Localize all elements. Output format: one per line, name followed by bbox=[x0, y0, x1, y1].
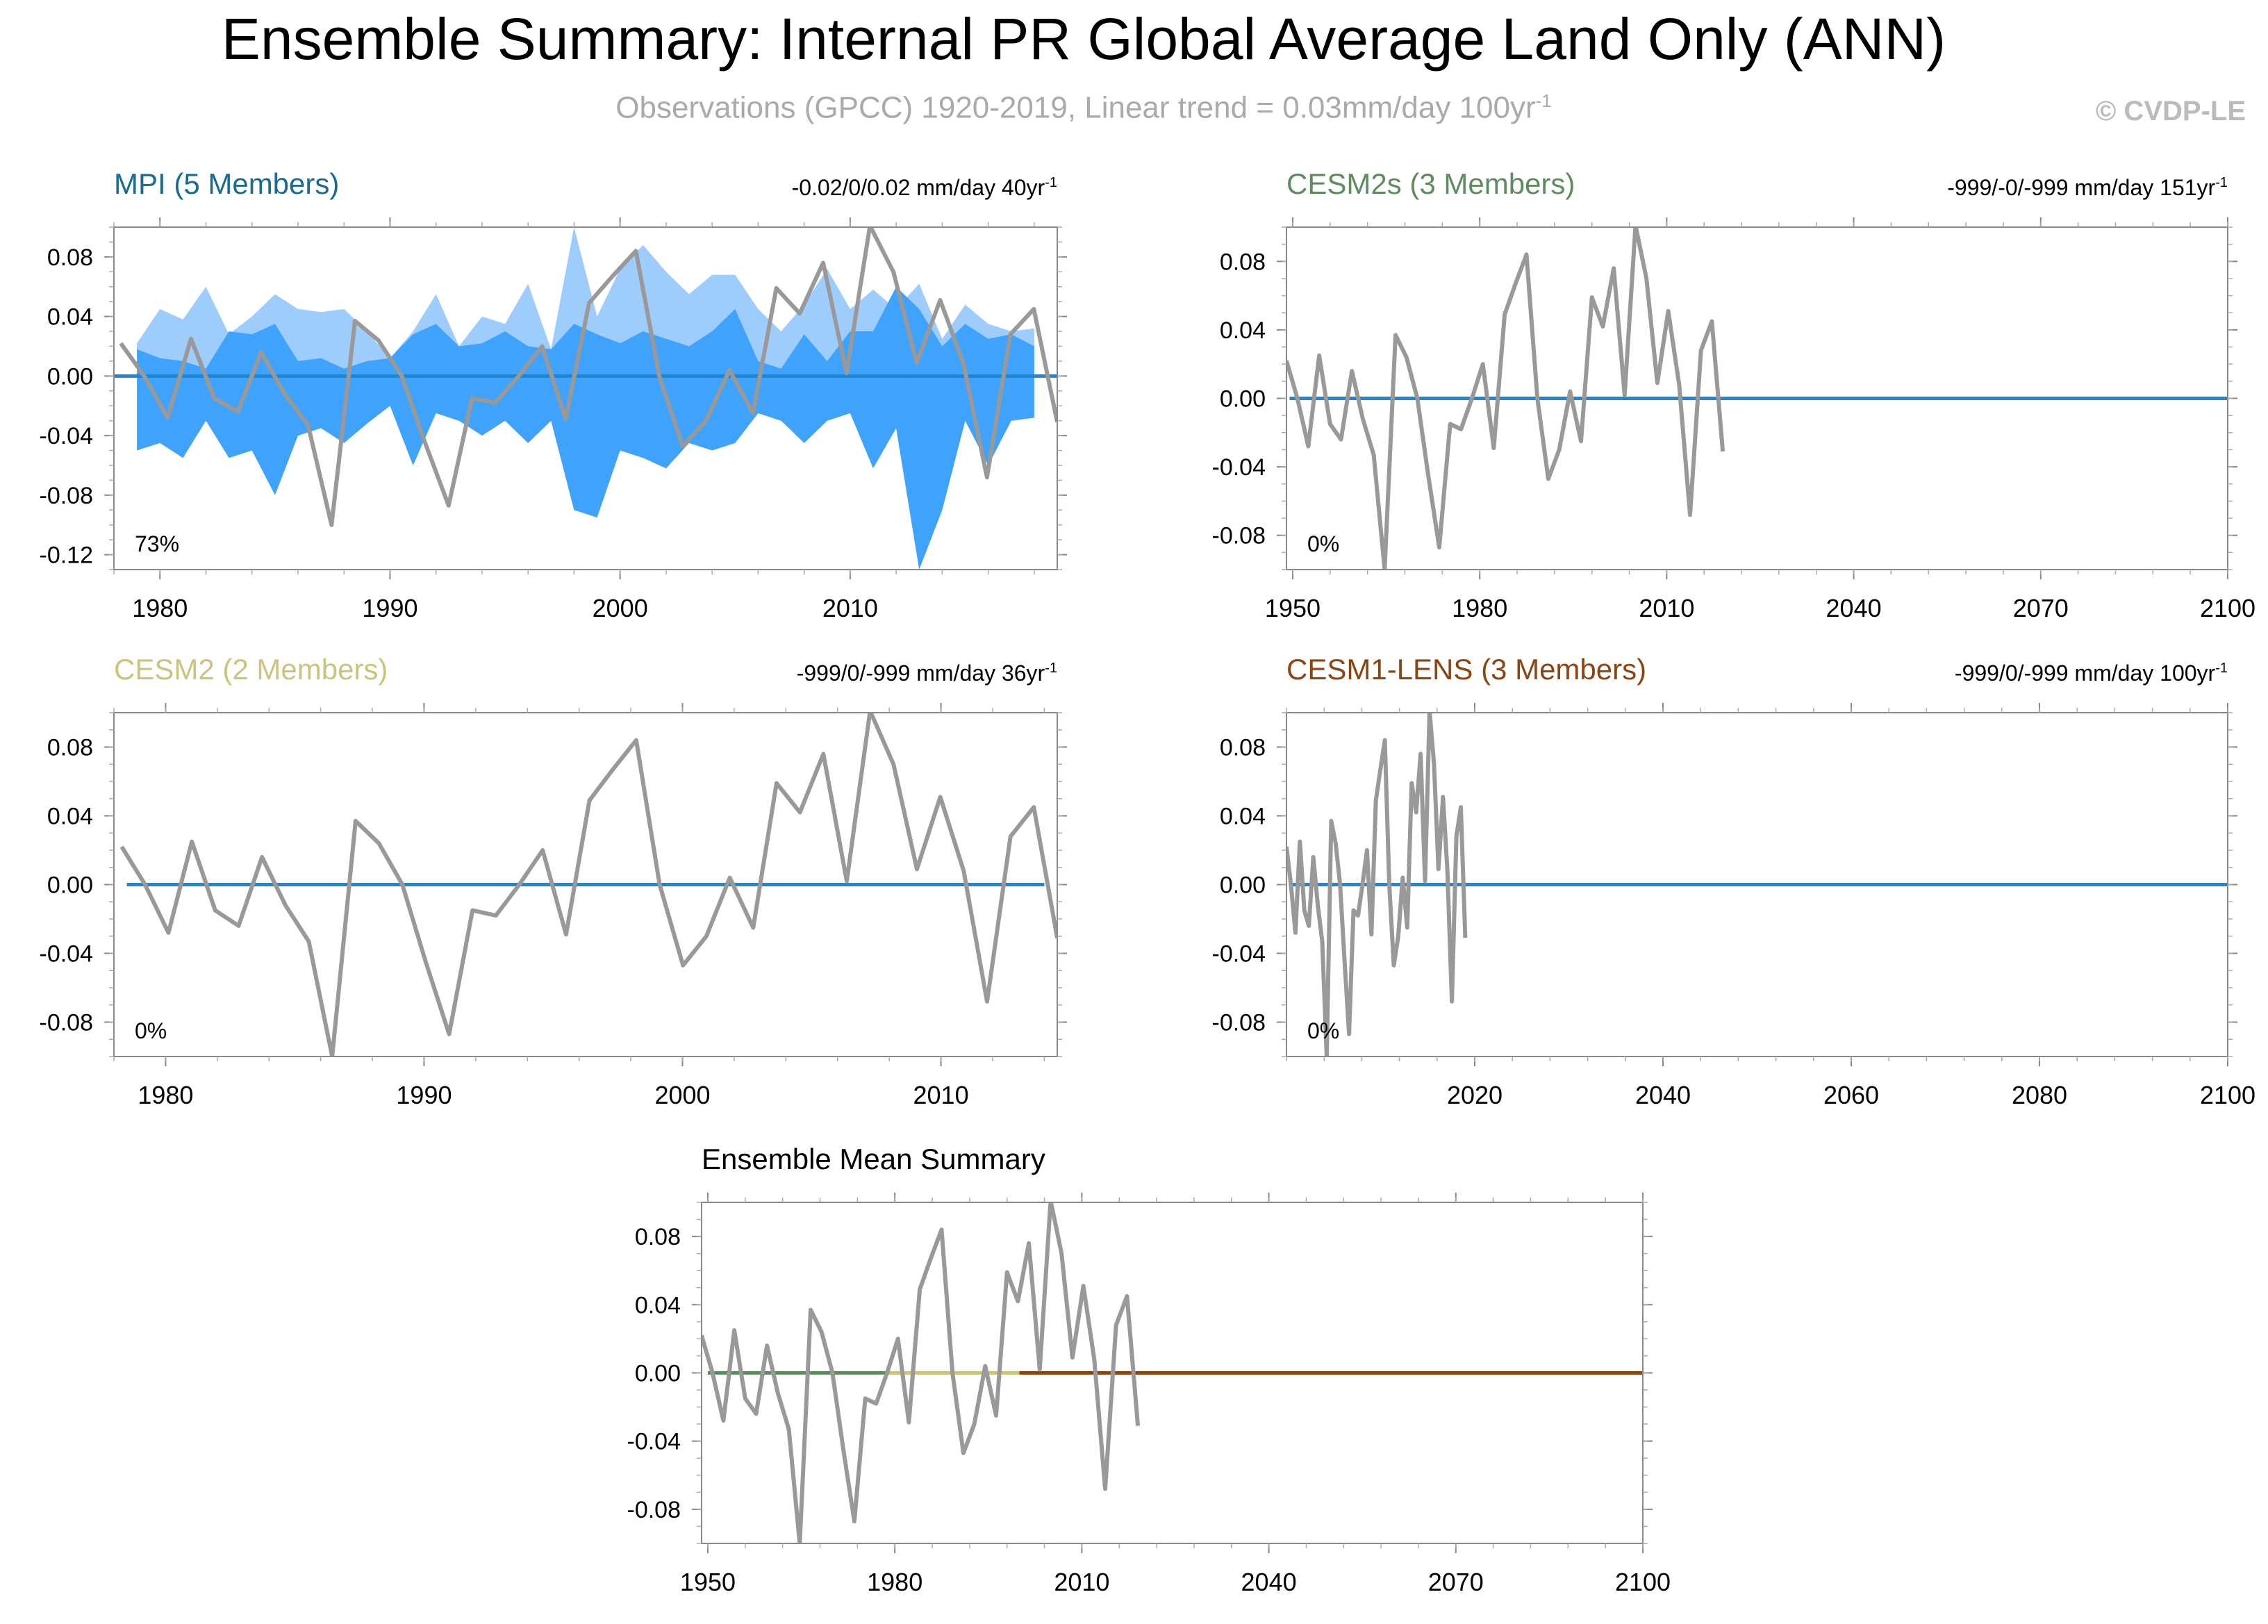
chart-mean: -0.08 -0.04 0.00 0.04 0.08 1950 1980 2010 2040 20… bbox=[627, 1143, 1671, 1596]
chart-cesm2: -0.08 -0.04 0.00 0.04 0.08 1980 1990 2000 2010 CE… bbox=[40, 653, 1067, 1109]
panel-title: Ensemble Mean Summary bbox=[702, 1143, 1045, 1175]
y-tick-label: 0.08 bbox=[635, 1224, 681, 1250]
x-tick-label: 1950 bbox=[1265, 594, 1321, 622]
y-tick-label: 0.00 bbox=[1220, 386, 1266, 413]
x-tick-label: 2040 bbox=[1635, 1081, 1691, 1109]
observations-line bbox=[1286, 227, 1725, 570]
plot-area-cesm2s bbox=[1286, 227, 2228, 570]
y-tick-label: 0.04 bbox=[47, 304, 93, 331]
panel-trend-label: -999/-0/-999 mm/day 151yr-1 bbox=[1947, 175, 2228, 200]
x-tick-label: 2000 bbox=[593, 594, 648, 622]
observations-line bbox=[1286, 713, 1468, 1057]
x-tick-label: 2010 bbox=[1054, 1568, 1109, 1596]
panel-trend-label: -0.02/0/0.02 mm/day 40yr-1 bbox=[792, 175, 1057, 200]
percent-label: 0% bbox=[135, 1018, 167, 1043]
y-tick-label: -0.08 bbox=[1212, 1010, 1266, 1036]
x-tick-label: 1980 bbox=[132, 594, 188, 622]
y-tick-label: 0.08 bbox=[1220, 249, 1266, 275]
panel-trend-text: -999/-0/-999 mm/day 151yr bbox=[1947, 175, 2215, 200]
observations-line bbox=[119, 713, 1057, 1057]
y-tick-label: 0.00 bbox=[635, 1361, 681, 1387]
panel-trend-text: -999/0/-999 mm/day 36yr bbox=[797, 661, 1045, 686]
x-tick-label: 1980 bbox=[138, 1081, 193, 1109]
credit-label: © CVDP-LE bbox=[2095, 96, 2246, 126]
panel-trend-exponent: -1 bbox=[2215, 661, 2228, 676]
x-tick-label: 2040 bbox=[1241, 1568, 1297, 1596]
y-tick-label: -0.12 bbox=[40, 542, 94, 569]
panel-trend-exponent: -1 bbox=[1045, 661, 1057, 676]
subtitle-text: Observations (GPCC) 1920-2019, Linear tr… bbox=[615, 90, 1536, 125]
y-tick-label: -0.08 bbox=[40, 483, 94, 509]
panel-title: CESM2 (2 Members) bbox=[114, 653, 388, 686]
x-tick-label: 2060 bbox=[1823, 1081, 1879, 1109]
y-tick-label: 0.00 bbox=[47, 363, 93, 390]
subtitle-exponent: -1 bbox=[1535, 90, 1552, 111]
x-tick-label: 2100 bbox=[2200, 1081, 2255, 1109]
panel-trend-text: -999/0/-999 mm/day 100yr bbox=[1955, 661, 2216, 686]
y-tick-label: -0.04 bbox=[40, 423, 94, 449]
y-tick-label: -0.04 bbox=[1212, 941, 1266, 968]
x-tick-label: 1950 bbox=[680, 1568, 736, 1596]
y-tick-label: -0.04 bbox=[40, 941, 94, 968]
panel-trend-exponent: -1 bbox=[2215, 175, 2228, 190]
chart-cesm1: -0.08 -0.04 0.00 0.04 0.08 2020 2040 2060 2080 21… bbox=[1212, 653, 2256, 1109]
panel-trend-label: -999/0/-999 mm/day 100yr-1 bbox=[1955, 661, 2228, 686]
x-tick-label: 2010 bbox=[822, 594, 878, 622]
x-tick-label: 2100 bbox=[1615, 1568, 1671, 1596]
percent-label: 0% bbox=[1307, 1018, 1339, 1043]
x-tick-label: 1980 bbox=[1452, 594, 1507, 622]
y-tick-label: 0.08 bbox=[1220, 735, 1266, 761]
x-tick-label: 2000 bbox=[654, 1081, 710, 1109]
x-tick-label: 2070 bbox=[2013, 594, 2069, 622]
plot-area-cesm2 bbox=[119, 713, 1057, 1057]
observations-line bbox=[119, 227, 1057, 527]
x-tick-label: 1990 bbox=[362, 594, 417, 622]
plot-frame bbox=[113, 226, 1058, 570]
y-tick-label: -0.04 bbox=[1212, 454, 1266, 481]
panel-title: CESM1-LENS (3 Members) bbox=[1286, 653, 1646, 686]
percent-label: 0% bbox=[1307, 531, 1339, 556]
y-tick-label: 0.04 bbox=[47, 804, 93, 830]
y-tick-label: 0.08 bbox=[47, 735, 93, 761]
y-tick-label: 0.04 bbox=[1220, 804, 1266, 830]
observations-line bbox=[702, 1202, 1141, 1543]
percent-label: 73% bbox=[135, 531, 179, 556]
y-tick-label: -0.08 bbox=[627, 1497, 681, 1523]
chart-mpi: -0.12 -0.08 -0.04 0.00 0.04 0.08 1980 1990 2000 2… bbox=[40, 167, 1067, 622]
y-tick-label: -0.04 bbox=[627, 1429, 681, 1455]
panel-trend-label: -999/0/-999 mm/day 36yr-1 bbox=[797, 661, 1057, 686]
x-tick-label: 2080 bbox=[2012, 1081, 2067, 1109]
main-title: Ensemble Summary: Internal PR Global Ave… bbox=[221, 6, 1946, 72]
plot-area-cesm1 bbox=[1286, 713, 2228, 1057]
x-tick-label: 2010 bbox=[1639, 594, 1694, 622]
panel-title: MPI (5 Members) bbox=[114, 167, 339, 200]
plot-area-mpi bbox=[114, 227, 1057, 570]
panel-title: CESM2s (3 Members) bbox=[1286, 167, 1575, 200]
y-tick-label: 0.00 bbox=[1220, 872, 1266, 899]
x-tick-label: 2010 bbox=[913, 1081, 969, 1109]
x-tick-label: 2020 bbox=[1447, 1081, 1503, 1109]
panel-trend-text: -0.02/0/0.02 mm/day 40yr bbox=[792, 175, 1045, 200]
y-tick-label: -0.08 bbox=[40, 1010, 94, 1036]
chart-cesm2s: -0.08 -0.04 0.00 0.04 0.08 1950 1980 2010 2040 20… bbox=[1212, 167, 2256, 622]
y-tick-label: -0.08 bbox=[1212, 523, 1266, 549]
y-tick-label: 0.04 bbox=[1220, 317, 1266, 344]
panel-trend-exponent: -1 bbox=[1045, 175, 1057, 190]
x-tick-label: 2070 bbox=[1428, 1568, 1484, 1596]
x-tick-label: 2100 bbox=[2200, 594, 2255, 622]
x-tick-label: 2040 bbox=[1826, 594, 1882, 622]
y-tick-label: 0.04 bbox=[635, 1292, 681, 1318]
y-tick-label: 0.00 bbox=[47, 872, 93, 899]
x-tick-label: 1990 bbox=[396, 1081, 452, 1109]
ensemble-spread-inner-band bbox=[137, 286, 1034, 570]
subtitle: Observations (GPCC) 1920-2019, Linear tr… bbox=[0, 90, 2167, 126]
plot-area-mean bbox=[702, 1202, 1643, 1543]
y-tick-label: 0.08 bbox=[47, 245, 93, 271]
x-tick-label: 1980 bbox=[867, 1568, 922, 1596]
